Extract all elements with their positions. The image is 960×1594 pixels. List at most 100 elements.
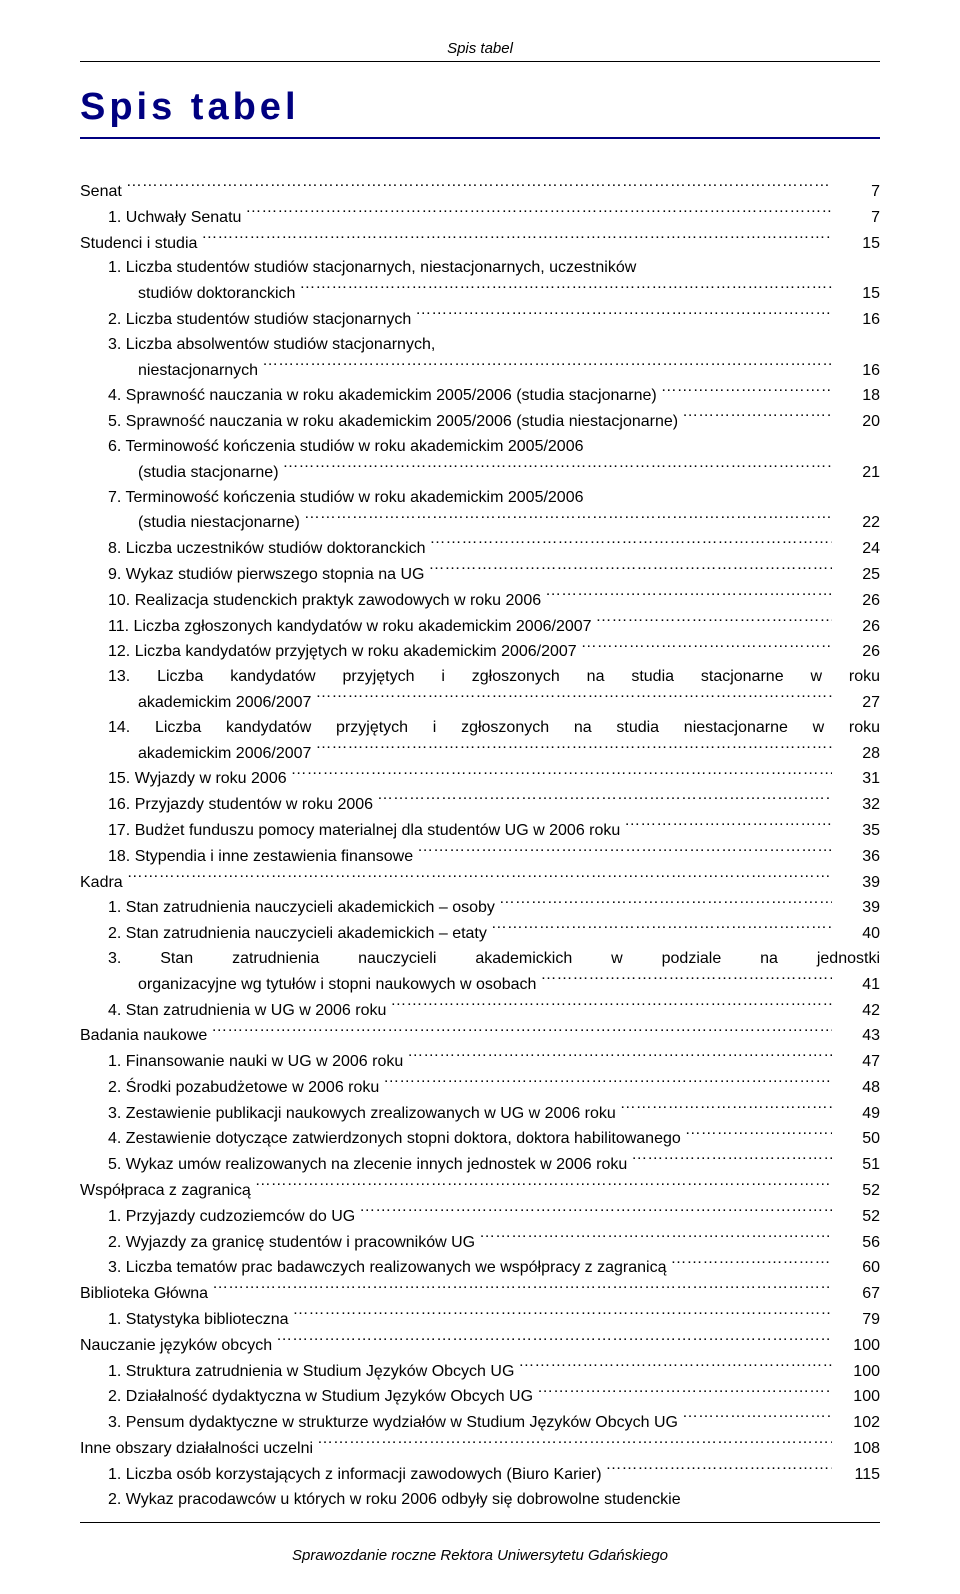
toc-page-number: 100 (836, 1385, 880, 1410)
toc-page-number: 41 (836, 973, 880, 998)
toc-entry: 2. Liczba studentów studiów stacjonarnyc… (80, 307, 880, 333)
toc-leader (315, 741, 832, 758)
toc-page-number: 26 (836, 640, 880, 665)
toc-page-number: 15 (836, 232, 880, 257)
toc-leader (581, 639, 832, 656)
toc-page-number: 42 (836, 999, 880, 1024)
toc-leader (624, 818, 832, 835)
toc-page-number: 7 (836, 206, 880, 231)
toc-leader (499, 895, 832, 912)
toc-entry-text: 8. Liczba uczestników studiów doktoranck… (80, 537, 426, 562)
toc-entry-text: Inne obszary działalności uczelni (80, 1437, 313, 1462)
toc-entry-text: 2. Środki pozabudżetowe w 2006 roku (80, 1076, 379, 1101)
toc-leader (430, 536, 833, 553)
toc-leader (606, 1462, 832, 1479)
toc-leader (407, 1049, 832, 1066)
toc-entry-text: 1. Stan zatrudnienia nauczycieli akademi… (80, 896, 495, 921)
toc-page-number: 28 (836, 742, 880, 767)
toc-page-number: 26 (836, 589, 880, 614)
toc-page-number: 100 (836, 1334, 880, 1359)
toc-page-number: 49 (836, 1102, 880, 1127)
title-rule (80, 137, 880, 139)
toc-page-number: 52 (836, 1179, 880, 1204)
toc-entry-text: 1. Finansowanie nauki w UG w 2006 roku (80, 1050, 403, 1075)
toc-page-number: 32 (836, 793, 880, 818)
toc-leader (540, 972, 832, 989)
toc-leader (377, 792, 832, 809)
toc-page-number: 26 (836, 615, 880, 640)
toc-leader (491, 921, 832, 938)
toc-entry-text: Badania naukowe (80, 1024, 207, 1049)
page-header: Spis tabel (80, 40, 880, 57)
toc-entry-text: niestacjonarnych (80, 359, 258, 384)
toc-leader (276, 1333, 832, 1350)
toc-leader (245, 205, 832, 222)
toc-leader (212, 1281, 832, 1298)
toc-leader (417, 844, 832, 861)
toc-entry-text: 11. Liczba zgłoszonych kandydatów w roku… (80, 615, 592, 640)
toc-leader (428, 562, 832, 579)
toc-entry-text: 2. Wykaz pracodawców u których w roku 20… (80, 1488, 681, 1513)
toc-leader (670, 1255, 832, 1272)
toc-leader (299, 281, 832, 298)
toc-page-number: 48 (836, 1076, 880, 1101)
toc-leader (537, 1384, 832, 1401)
toc-leader (304, 510, 832, 527)
toc-page-number: 27 (836, 691, 880, 716)
toc-page-number: 18 (836, 384, 880, 409)
toc-entry-text: Senat (80, 180, 122, 205)
toc-page-number: 50 (836, 1127, 880, 1152)
toc-entry-text: 5. Sprawność nauczania w roku akademicki… (80, 410, 678, 435)
toc-leader (415, 307, 832, 324)
toc-page-number: 21 (836, 461, 880, 486)
toc-page-number: 31 (836, 767, 880, 792)
toc-leader (126, 179, 832, 196)
toc-page-number: 36 (836, 845, 880, 870)
toc-leader (211, 1023, 832, 1040)
toc-leader (291, 766, 832, 783)
toc-page-number: 35 (836, 819, 880, 844)
toc-entry-text: 1. Przyjazdy cudzoziemców do UG (80, 1205, 355, 1230)
toc-entry-text: 4. Zestawienie dotyczące zatwierdzonych … (80, 1127, 681, 1152)
toc-leader (596, 614, 832, 631)
toc-entry-text: Kadra (80, 871, 123, 896)
header-rule (80, 61, 880, 62)
toc-leader (383, 1075, 832, 1092)
toc-entry-text: 9. Wykaz studiów pierwszego stopnia na U… (80, 563, 424, 588)
toc-entry-text: Nauczanie języków obcych (80, 1334, 272, 1359)
toc-leader (682, 409, 832, 426)
toc-entry-text: 1. Liczba osób korzystających z informac… (80, 1463, 602, 1488)
toc-leader (620, 1101, 832, 1118)
toc-entry-text: 2. Liczba studentów studiów stacjonarnyc… (80, 308, 411, 333)
toc-page-number: 108 (836, 1437, 880, 1462)
toc-entry-text: 3. Zestawienie publikacji naukowych zrea… (80, 1102, 616, 1127)
toc-leader (518, 1359, 832, 1376)
toc-leader (359, 1204, 832, 1221)
toc-leader (479, 1230, 832, 1247)
page-footer: Sprawozdanie roczne Rektora Uniwersytetu… (80, 1547, 880, 1564)
toc-leader (317, 1436, 832, 1453)
toc-entry: 2. Wykaz pracodawców u których w roku 20… (80, 1488, 880, 1513)
toc-page-number: 60 (836, 1256, 880, 1281)
toc-page-number: 67 (836, 1282, 880, 1307)
toc-entry-text: Studenci i studia (80, 232, 197, 257)
toc-leader (390, 998, 832, 1015)
toc-entry: Studenci i studia 15 (80, 231, 880, 257)
toc-leader (685, 1126, 832, 1143)
toc-entry-text: 16. Przyjazdy studentów w roku 2006 (80, 793, 373, 818)
toc-page-number: 100 (836, 1360, 880, 1385)
toc-entry-text: 10. Realizacja studenckich praktyk zawod… (80, 589, 541, 614)
toc-leader (255, 1178, 832, 1195)
toc-page-number: 102 (836, 1411, 880, 1436)
toc-entry-text: studiów doktoranckich (80, 282, 295, 307)
toc-leader (682, 1410, 832, 1427)
toc-entry-text: akademickim 2006/2007 (80, 742, 311, 767)
toc-entry-text: Biblioteka Główna (80, 1282, 208, 1307)
toc-page-number: 52 (836, 1205, 880, 1230)
toc-entry-text: Współpraca z zagranicą (80, 1179, 251, 1204)
toc-page-number: 40 (836, 922, 880, 947)
toc-leader (127, 870, 832, 887)
toc-page-number: 20 (836, 410, 880, 435)
toc-page-number: 51 (836, 1153, 880, 1178)
toc-entry-text: 15. Wyjazdy w roku 2006 (80, 767, 287, 792)
